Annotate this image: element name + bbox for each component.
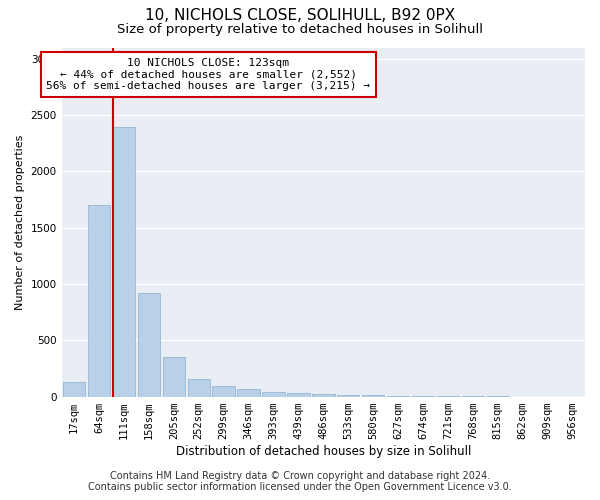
Text: Contains HM Land Registry data © Crown copyright and database right 2024.
Contai: Contains HM Land Registry data © Crown c… — [88, 471, 512, 492]
Text: 10, NICHOLS CLOSE, SOLIHULL, B92 0PX: 10, NICHOLS CLOSE, SOLIHULL, B92 0PX — [145, 8, 455, 22]
Bar — [88, 205, 110, 396]
Bar — [337, 395, 359, 396]
Bar — [63, 382, 85, 396]
Bar — [137, 293, 160, 397]
Bar — [163, 356, 185, 397]
Text: 10 NICHOLS CLOSE: 123sqm
← 44% of detached houses are smaller (2,552)
56% of sem: 10 NICHOLS CLOSE: 123sqm ← 44% of detach… — [46, 58, 370, 91]
Bar — [188, 379, 210, 396]
Text: Size of property relative to detached houses in Solihull: Size of property relative to detached ho… — [117, 22, 483, 36]
Bar — [238, 390, 260, 396]
Bar — [312, 394, 335, 396]
Bar — [262, 392, 285, 396]
Y-axis label: Number of detached properties: Number of detached properties — [15, 134, 25, 310]
Bar — [212, 386, 235, 396]
X-axis label: Distribution of detached houses by size in Solihull: Distribution of detached houses by size … — [176, 444, 471, 458]
Bar — [287, 393, 310, 396]
Bar — [113, 128, 135, 396]
